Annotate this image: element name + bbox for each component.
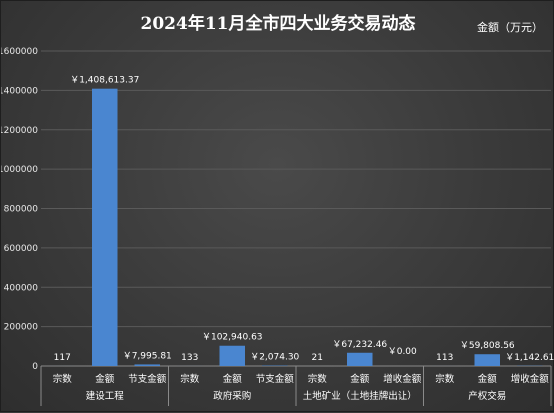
x-category-label: 金额 (95, 373, 115, 385)
x-category-label: 宗数 (180, 373, 200, 385)
bar (475, 354, 501, 366)
data-label: ￥59,808.56 (460, 341, 515, 351)
y-tick-label: 400000 (4, 283, 39, 293)
bar (347, 353, 373, 366)
data-label: 21 (312, 353, 323, 363)
y-tick-label: 0 (32, 362, 38, 372)
data-label: ￥7,995.81 (123, 351, 172, 361)
y-tick-label: 1400000 (1, 86, 38, 96)
bar (220, 346, 246, 366)
data-label: ￥1,408,613.37 (70, 76, 139, 86)
y-tick-label: 1000000 (1, 165, 38, 175)
x-group-label: 产权交易 (468, 390, 506, 402)
x-category-label: 金额 (478, 373, 498, 385)
x-category-label: 节支金额 (128, 373, 167, 385)
x-category-label: 增收金额 (383, 373, 422, 385)
data-label: ￥102,940.63 (202, 333, 263, 343)
x-category-label: 宗数 (308, 373, 328, 385)
y-tick-label: 800000 (4, 205, 39, 215)
bar (92, 89, 118, 366)
data-label: ￥0.00 (388, 347, 417, 357)
x-category-label: 宗数 (53, 373, 73, 385)
data-label: 133 (181, 353, 198, 363)
data-label: 113 (436, 353, 453, 363)
x-category-label: 金额 (223, 373, 243, 385)
data-label: ￥67,232.46 (332, 340, 387, 350)
y-tick-label: 1600000 (1, 47, 38, 57)
x-category-label: 节支金额 (256, 373, 295, 385)
bar (135, 364, 161, 366)
data-label: ￥1,142.61 (505, 353, 554, 363)
y-tick-label: 200000 (4, 323, 39, 333)
x-category-label: 宗数 (435, 373, 455, 385)
x-group-label: 土地矿业（土地挂牌出让） (303, 390, 417, 402)
data-label: 117 (54, 353, 71, 363)
x-group-label: 政府采购 (213, 390, 251, 402)
y-tick-label: 1200000 (1, 126, 38, 136)
x-group-label: 建设工程 (86, 390, 125, 402)
y-tick-label: 600000 (4, 244, 39, 254)
x-category-label: 增收金额 (511, 373, 550, 385)
x-category-label: 金额 (350, 373, 370, 385)
data-label: ￥2,074.30 (250, 353, 299, 363)
